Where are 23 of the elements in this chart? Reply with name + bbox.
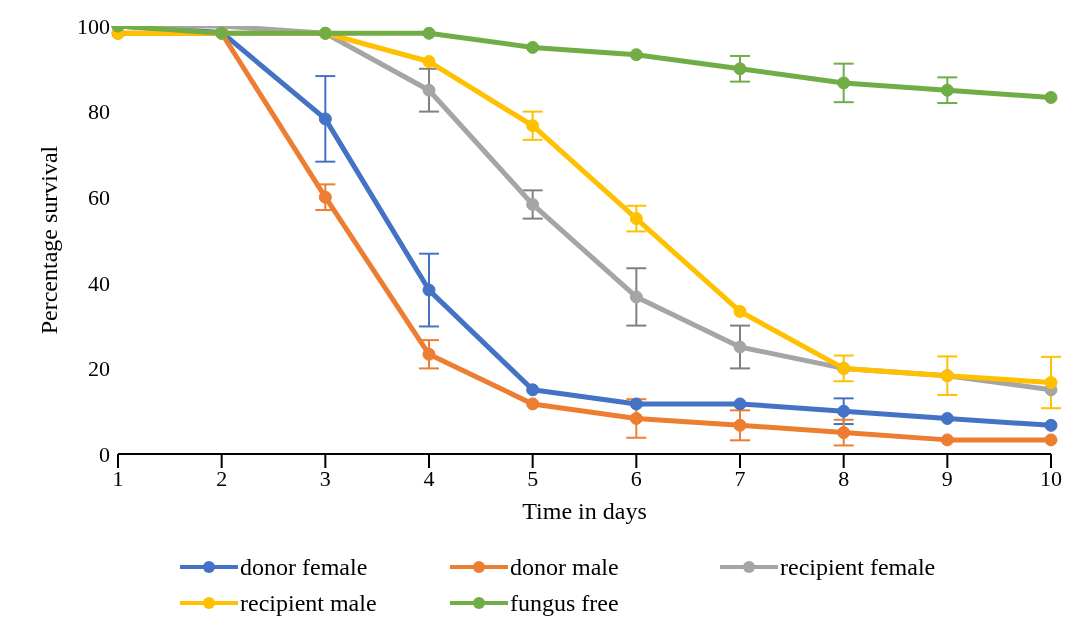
x-tick-label: 6 (630, 465, 642, 491)
y-axis-title: Percentage survival (35, 145, 62, 335)
x-tick-label: 2 (216, 465, 228, 491)
x-tick-label: 7 (734, 465, 746, 491)
y-tick-label: 0 (99, 441, 110, 467)
y-tick-label: 80 (88, 99, 110, 125)
y-tick-label: 40 (88, 270, 110, 296)
y-tick-label: 60 (88, 185, 110, 211)
y-tick-label: 100 (77, 13, 110, 39)
legend-label: donor male (510, 553, 619, 581)
x-tick-label: 5 (527, 465, 539, 491)
legend-label: recipient female (780, 553, 936, 581)
x-axis-title: Time in days (522, 498, 647, 524)
legend-label: recipient male (240, 589, 377, 617)
x-tick-label: 3 (319, 465, 331, 491)
x-tick-label: 1 (112, 465, 124, 491)
x-tick-label: 8 (838, 465, 850, 491)
x-tick-label: 4 (423, 465, 435, 491)
x-tick-label: 9 (941, 465, 953, 491)
x-tick-label: 10 (1040, 465, 1062, 491)
legend-label: donor female (240, 553, 368, 581)
y-tick-label: 20 (88, 356, 110, 382)
legend-label: fungus free (510, 589, 619, 617)
